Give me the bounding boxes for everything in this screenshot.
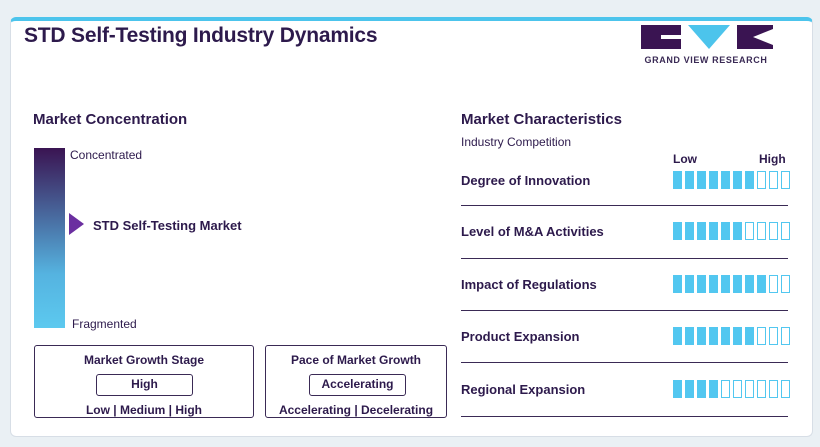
meter-segment-filled [697,222,706,240]
meter-segment-filled [709,327,718,345]
meter-segment-empty [721,380,730,398]
meter-segment-empty [781,275,790,293]
market-characteristics-heading: Market Characteristics [461,111,622,128]
meter-segment-empty [769,275,778,293]
characteristic-level-meter [673,171,790,189]
meter-segment-filled [745,275,754,293]
concentrated-label: Concentrated [70,148,143,162]
meter-segment-filled [733,171,742,189]
meter-segment-filled [697,275,706,293]
market-position-pointer-icon [69,213,84,235]
meter-segment-filled [745,327,754,345]
meter-segment-empty [781,171,790,189]
row-divider [461,258,788,259]
meter-segment-filled [733,327,742,345]
logo-text: GRAND VIEW RESEARCH [644,55,768,65]
logo-mark-icon [641,25,773,49]
meter-segment-filled [673,380,682,398]
characteristic-level-meter [673,222,790,240]
scale-low-label: Low [673,152,697,166]
meter-segment-filled [685,380,694,398]
row-divider [461,362,788,363]
grand-view-research-logo: GRAND VIEW RESEARCH [631,23,781,73]
meter-segment-filled [709,171,718,189]
meter-segment-filled [673,275,682,293]
meter-segment-filled [709,222,718,240]
characteristic-label: Level of M&A Activities [461,224,604,239]
meter-segment-filled [745,171,754,189]
meter-segment-filled [733,222,742,240]
meter-segment-filled [709,275,718,293]
meter-segment-filled [685,222,694,240]
meter-segment-filled [697,327,706,345]
characteristic-label: Impact of Regulations [461,277,597,292]
meter-segment-empty [757,222,766,240]
characteristic-label: Product Expansion [461,329,580,344]
pace-of-growth-box: Pace of Market Growth Accelerating Accel… [265,345,447,418]
meter-segment-filled [673,327,682,345]
meter-segment-filled [733,275,742,293]
pace-title: Pace of Market Growth [290,353,422,367]
meter-segment-empty [769,327,778,345]
meter-segment-empty [757,380,766,398]
pace-value: Accelerating [309,374,406,396]
growth-stage-value: High [96,374,193,396]
meter-segment-empty [769,222,778,240]
meter-segment-filled [685,171,694,189]
concentration-gradient-bar [34,148,65,328]
row-divider [461,205,788,206]
meter-segment-filled [721,222,730,240]
meter-segment-empty [757,171,766,189]
scale-high-label: High [759,152,786,166]
meter-segment-filled [757,275,766,293]
meter-segment-empty [781,327,790,345]
meter-segment-empty [745,380,754,398]
growth-stage-title: Market Growth Stage [83,353,205,367]
row-divider [461,416,788,417]
characteristic-level-meter [673,327,790,345]
meter-segment-filled [673,222,682,240]
meter-segment-empty [733,380,742,398]
meter-segment-empty [781,222,790,240]
meter-segment-filled [697,380,706,398]
meter-segment-filled [673,171,682,189]
meter-segment-empty [745,222,754,240]
fragmented-label: Fragmented [72,317,137,331]
meter-segment-empty [757,327,766,345]
meter-segment-empty [769,380,778,398]
market-concentration-heading: Market Concentration [33,111,188,128]
characteristic-label: Degree of Innovation [461,173,591,188]
meter-segment-empty [781,380,790,398]
pace-options: Accelerating | Decelerating [278,403,434,417]
meter-segment-filled [721,275,730,293]
characteristic-label: Regional Expansion [461,382,586,397]
meter-segment-filled [721,171,730,189]
meter-segment-filled [721,327,730,345]
meter-segment-filled [685,327,694,345]
characteristic-level-meter [673,275,790,293]
market-position-label: STD Self-Testing Market [93,218,242,233]
meter-segment-filled [685,275,694,293]
characteristic-level-meter [673,380,790,398]
meter-segment-empty [769,171,778,189]
industry-competition-subheading: Industry Competition [461,135,572,149]
growth-stage-options: Low | Medium | High [85,403,203,417]
meter-segment-filled [697,171,706,189]
market-growth-stage-box: Market Growth Stage High Low | Medium | … [34,345,254,418]
meter-segment-filled [709,380,718,398]
page-title: STD Self-Testing Industry Dynamics [24,24,378,47]
row-divider [461,310,788,311]
